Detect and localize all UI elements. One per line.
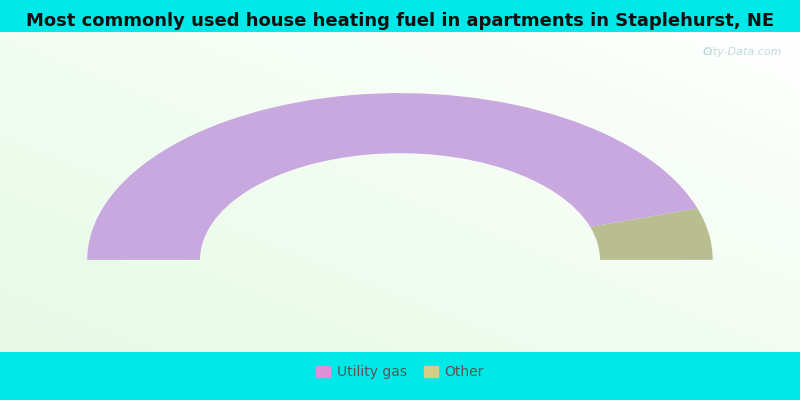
Text: Most commonly used house heating fuel in apartments in Staplehurst, NE: Most commonly used house heating fuel in… <box>26 12 774 30</box>
Text: City-Data.com: City-Data.com <box>702 46 782 56</box>
Text: ⊙: ⊙ <box>703 46 713 56</box>
Legend: Utility gas, Other: Utility gas, Other <box>312 361 488 384</box>
Wedge shape <box>87 93 698 260</box>
Wedge shape <box>590 208 713 260</box>
